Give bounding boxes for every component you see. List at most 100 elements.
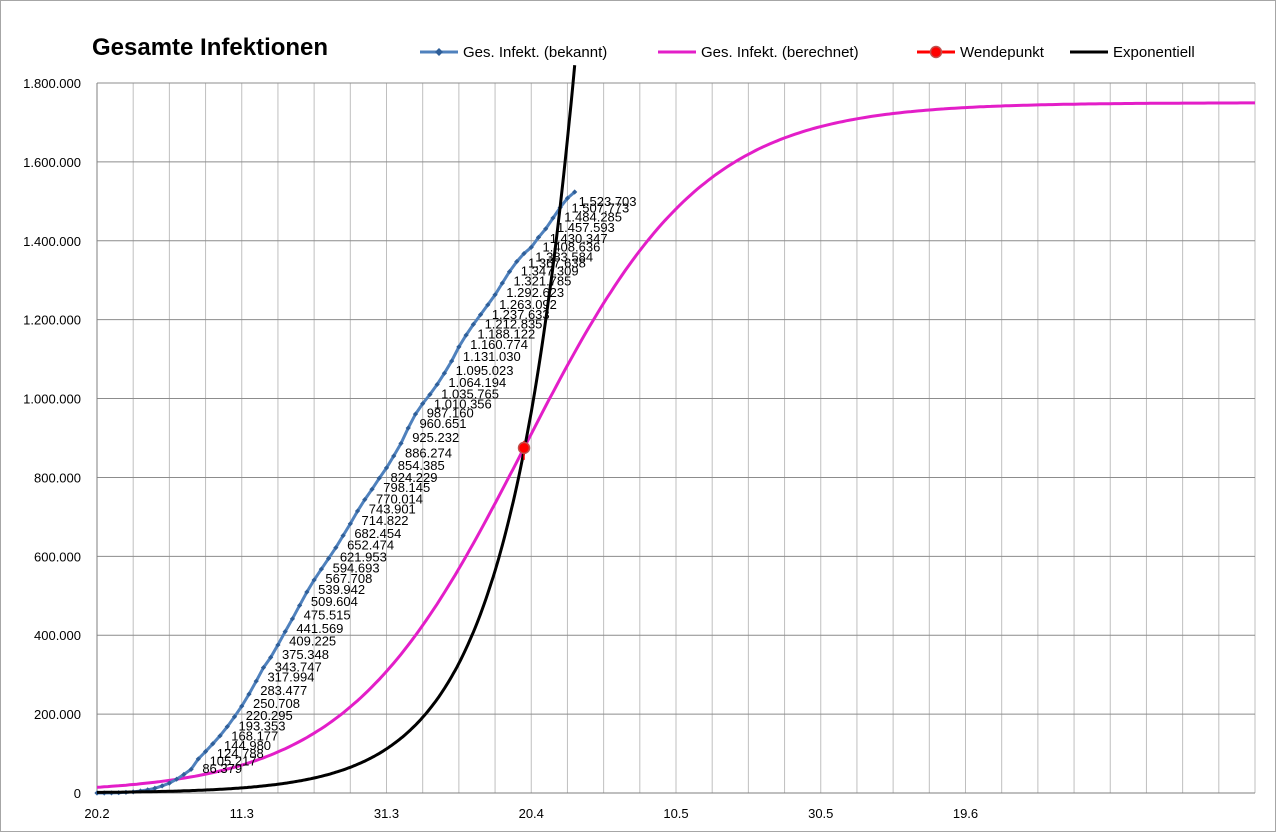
data-label: 475.515 (304, 607, 351, 622)
data-point-bekannt (326, 555, 332, 562)
data-point-bekannt (514, 258, 520, 265)
data-label: 886.274 (405, 445, 452, 460)
data-point-bekannt (275, 642, 281, 648)
data-point-bekannt (231, 714, 238, 720)
data-point-bekannt (239, 703, 245, 709)
data-point-bekannt (289, 616, 296, 622)
data-point-bekannt (282, 628, 288, 635)
series-line-exponentiell (97, 65, 577, 794)
data-point-bekannt (383, 465, 390, 471)
grid (96, 82, 1256, 794)
data-label: 652.474 (347, 538, 394, 553)
data-point-bekannt (217, 733, 223, 739)
data-point-bekannt (268, 654, 274, 661)
data-label: 375.348 (282, 647, 329, 662)
data-label: 1.383.584 (535, 249, 593, 264)
data-label: 1.507.773 (571, 200, 629, 215)
data-label: 621.953 (340, 550, 387, 565)
y-tick-label: 0 (74, 786, 81, 801)
data-label: 714.822 (362, 513, 409, 528)
data-point-bekannt (369, 486, 375, 492)
data-label: 1.035.765 (441, 386, 499, 401)
data-label: 1.263.092 (499, 297, 557, 312)
data-label: 86.379 (202, 761, 242, 776)
x-tick-label: 11.3 (230, 806, 254, 821)
data-point-bekannt (543, 226, 549, 232)
legend-item: Exponentiell (1070, 44, 1195, 61)
data-point-bekannt (354, 508, 361, 514)
data-point-bekannt (304, 589, 310, 595)
data-label: 1.188.122 (477, 326, 535, 341)
data-label: 1.430.347 (550, 231, 608, 246)
data-label: 1.292.623 (506, 285, 564, 300)
x-tick-label: 20.2 (84, 806, 109, 821)
data-label: 1.010.356 (434, 396, 492, 411)
data-label: 193.353 (239, 719, 286, 734)
data-label: 743.901 (369, 502, 416, 517)
data-point-bekannt (347, 521, 353, 527)
data-point-bekannt (420, 401, 426, 407)
data-label: 1.408.636 (542, 239, 600, 254)
data-point-bekannt (391, 453, 397, 459)
data-label: 798.145 (383, 480, 430, 495)
y-tick-label: 200.000 (34, 707, 81, 722)
data-label: 770.014 (376, 491, 423, 506)
y-tick-label: 800.000 (34, 470, 81, 485)
y-tick-label: 1.200.000 (23, 313, 81, 328)
data-label: 567.708 (325, 571, 372, 586)
data-label: 1.064.194 (448, 375, 506, 390)
data-point-bekannt (340, 533, 346, 539)
data-point-bekannt (210, 741, 216, 747)
data-label: 1.484.285 (564, 210, 622, 225)
data-point-bekannt (159, 783, 165, 789)
y-tick-label: 1.600.000 (23, 155, 81, 170)
data-point-bekannt (188, 766, 194, 772)
data-label: 168.177 (231, 729, 278, 744)
x-tick-label: 30.5 (808, 806, 833, 821)
legend-label: Wendepunkt (960, 44, 1045, 61)
data-label: 317.994 (267, 670, 314, 685)
data-point-bekannt (181, 771, 187, 778)
data-point-bekannt (449, 358, 455, 364)
data-label: 1.523.703 (579, 194, 637, 209)
x-tick-label: 19.6 (953, 806, 978, 821)
data-label: 1.321.785 (514, 274, 572, 289)
wendepunkt-marker (517, 441, 531, 455)
data-point-bekannt (470, 321, 476, 327)
y-tick-label: 1.400.000 (23, 234, 81, 249)
axes: 0 200.000 400.000 600.000 800.000 1.000.000 1.… (23, 76, 1255, 821)
data-point-bekannt (499, 280, 505, 286)
y-tick-label: 400.000 (34, 628, 81, 643)
data-label: 409.225 (289, 634, 336, 649)
data-label: 441.569 (296, 621, 343, 636)
y-tick-label: 1.000.000 (23, 392, 81, 407)
data-point-bekannt (550, 215, 556, 221)
data-label: 539.942 (318, 582, 365, 597)
data-point-bekannt (521, 250, 527, 257)
data-label: 1.160.774 (470, 337, 528, 352)
data-label: 594.693 (333, 560, 380, 575)
data-label: 925.232 (412, 430, 459, 445)
data-label: 960.651 (419, 416, 466, 431)
data-label: 509.604 (311, 594, 358, 609)
data-label: 283.477 (260, 683, 307, 698)
legend-label: Ges. Infekt. (berechnet) (701, 44, 859, 61)
data-point-bekannt (456, 344, 462, 350)
data-point-bekannt (398, 440, 404, 447)
data-point-bekannt (224, 724, 230, 730)
legend-label: Ges. Infekt. (bekannt) (463, 44, 607, 61)
data-label: 343.747 (275, 659, 322, 674)
data-label: 1.131.030 (463, 349, 521, 364)
data-label: 1.237.633 (492, 307, 550, 322)
data-point-bekannt (246, 691, 252, 697)
chart-title: Gesamte Infektionen (92, 34, 328, 61)
data-label: 682.454 (354, 526, 401, 541)
data-point-bekannt (564, 195, 571, 201)
legend-item: Ges. Infekt. (bekannt) (420, 44, 607, 61)
data-point-bekannt (477, 312, 484, 318)
data-point-bekannt (260, 664, 267, 671)
data-point-bekannt (152, 785, 158, 791)
